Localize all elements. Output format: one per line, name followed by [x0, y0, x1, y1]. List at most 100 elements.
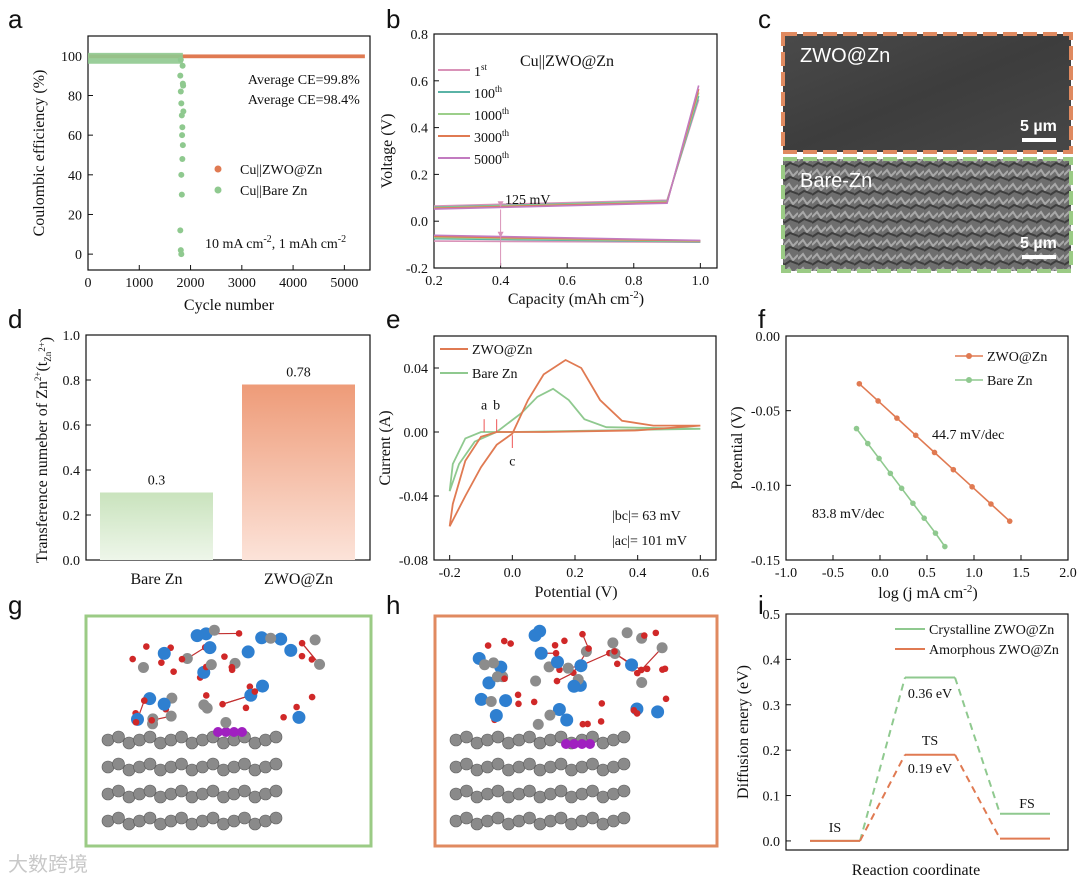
data-point: [912, 432, 919, 439]
w-atom: [550, 655, 564, 669]
o-atom: [242, 704, 250, 712]
legend-sup: th: [495, 84, 503, 94]
zn-atom: [248, 817, 262, 831]
zn-atom: [227, 814, 241, 828]
w-atom: [651, 705, 665, 719]
y-axis-title: Voltage (V): [379, 114, 396, 189]
panel-label-i: i: [758, 590, 764, 620]
zn-atom: [575, 814, 589, 828]
sem-bare-label: Bare-Zn: [800, 170, 872, 192]
zn-atom: [175, 730, 188, 744]
legend-num: 1: [474, 65, 481, 80]
w-atom: [474, 692, 488, 706]
bare-point: [178, 100, 185, 107]
y-tick-label: 80: [68, 89, 82, 104]
o-atom: [484, 642, 492, 649]
chart-tafel: -1.0 -0.5 0.0 0.5 1.0 1.5 2.0 0.00 -0.05 -0.10 -0.…: [729, 330, 1077, 602]
panel-label-d: d: [8, 304, 22, 334]
zn-oxide-atom: [488, 657, 500, 669]
zn-atom: [607, 760, 620, 774]
zn-atom: [154, 790, 167, 804]
o-atom: [514, 691, 522, 699]
zn-atom: [101, 760, 115, 774]
zn-atom: [565, 817, 578, 831]
y-title-part: 2+: [33, 372, 43, 382]
x-tick-label: 2.0: [1059, 566, 1077, 581]
zn-oxide-atom: [544, 709, 556, 721]
zn-atom: [481, 787, 494, 801]
zn-atom: [217, 790, 230, 804]
zn-atom: [164, 760, 178, 774]
data-point: [887, 470, 894, 477]
o-atom: [662, 695, 670, 703]
y-tick-label: 0.4: [411, 122, 429, 137]
x-axis-title: Reaction coordinate: [852, 862, 980, 879]
o-atom: [579, 720, 587, 728]
zn-atom: [238, 811, 251, 825]
zn-atom: [491, 730, 505, 744]
o-atom: [643, 665, 651, 673]
zn-atom: [196, 814, 209, 828]
series-5000-discharge: [433, 234, 701, 242]
zn-atom: [533, 790, 547, 804]
condition-part: 10 mA cm: [205, 237, 263, 252]
zn-atom: [512, 760, 526, 774]
overpotential-label: 125 mV: [505, 193, 551, 208]
zn-atom: [470, 817, 484, 831]
o-atom: [140, 697, 148, 704]
structure-amorphous: [433, 614, 719, 848]
y-tick-label: 60: [68, 129, 82, 144]
zn-atom: [164, 814, 178, 828]
legend-num: 5000: [474, 153, 502, 168]
sem-bare-scale-bar: [1022, 255, 1056, 259]
legend-marker: [966, 377, 972, 383]
zn-oxide-atom: [314, 658, 326, 670]
x-axis-title: log (j mA cm-2): [878, 583, 977, 602]
zn-atom: [154, 763, 167, 777]
data-point: [864, 440, 871, 447]
zn-ion-atom: [569, 739, 579, 749]
zn-oxide-atom: [165, 710, 177, 722]
data-point: [910, 500, 916, 507]
w-atom: [284, 643, 298, 657]
y-tick-label: 0.1: [763, 790, 781, 805]
x-title-part: Capacity (mAh cm: [508, 291, 630, 308]
legend-label: Bare Zn: [987, 374, 1032, 389]
zn-atom: [554, 784, 568, 798]
w-atom: [241, 645, 255, 659]
zn-atom: [217, 763, 230, 777]
zn-atom: [554, 811, 568, 825]
w-atom: [560, 713, 574, 727]
state-is: IS: [829, 821, 841, 836]
y-tick-label: 0.2: [411, 168, 429, 183]
zn-oxide-atom: [201, 702, 213, 714]
zn-atom: [185, 736, 199, 750]
zn-atom: [217, 817, 230, 831]
legend-bare-label: Bare Zn: [472, 367, 517, 382]
bare-point: [177, 72, 184, 79]
bare-point: [178, 171, 185, 178]
legend-marker: [966, 353, 972, 359]
panel-label-e: e: [386, 304, 400, 334]
panel-label-h: h: [386, 590, 400, 620]
ce-zwo-label: Average CE=99.8%: [248, 73, 360, 88]
connector: [954, 677, 1001, 815]
zn-atom: [164, 733, 178, 747]
zn-atom: [575, 787, 589, 801]
legend-zwo-label: Cu||ZWO@Zn: [240, 163, 322, 178]
series-3000-charge: [433, 88, 700, 210]
zn-atom: [544, 760, 557, 774]
zn-atom: [481, 733, 494, 747]
o-atom: [246, 683, 254, 691]
zn-atom: [175, 811, 188, 825]
w-atom: [528, 628, 542, 642]
zn-atom: [523, 811, 536, 825]
data-point: [894, 415, 900, 421]
data-point: [853, 425, 860, 432]
o-atom: [298, 652, 306, 660]
zn-oxide-atom: [621, 627, 633, 639]
zn-atom: [512, 787, 526, 801]
x-tick-label: 0.2: [425, 274, 443, 289]
x-tick-label: 1000: [125, 276, 153, 291]
zn-atom: [196, 787, 209, 801]
